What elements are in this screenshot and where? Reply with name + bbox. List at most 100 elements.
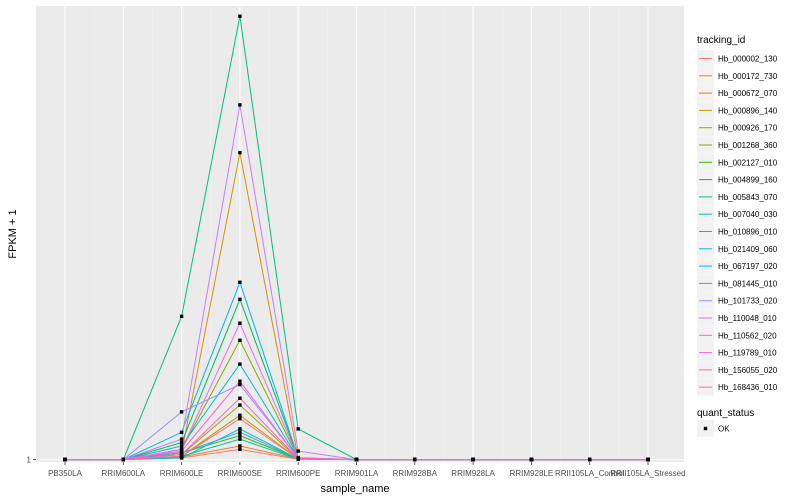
data-point [238, 379, 242, 383]
legend-status-title: quant_status [697, 408, 754, 419]
legend-label: Hb_000896_140 [718, 106, 778, 115]
legend-label: Hb_001268_360 [718, 141, 778, 150]
legend-item: Hb_010896_010 [697, 223, 778, 240]
data-point [413, 457, 417, 462]
legend-title: tracking_id [697, 35, 745, 46]
legend-item: Hb_110048_010 [697, 309, 777, 327]
legend-label: Hb_168436_010 [718, 383, 778, 392]
data-point [238, 444, 242, 448]
x-tick-label: RRIM600LE [160, 469, 204, 478]
legend-label: Hb_110048_010 [718, 314, 777, 323]
data-point [179, 451, 184, 455]
legend-item: Hb_119789_010 [697, 344, 777, 362]
legend-item: Hb_168436_010 [697, 378, 778, 396]
data-point [471, 457, 475, 462]
legend-label: Hb_067197_020 [718, 262, 778, 271]
y-axis-ticks: 1 [27, 456, 36, 465]
legend-item: Hb_005843_070 [697, 188, 778, 206]
legend-item: Hb_101733_020 [697, 292, 778, 310]
data-point [121, 457, 125, 462]
legend-item: Hb_156055_020 [697, 361, 778, 379]
legend-item: Hb_021409_060 [697, 240, 778, 258]
data-point [238, 416, 242, 421]
x-axis-ticks: PB350LA RRIM600LA RRIM600LE RRIM600SE RRIM60… [48, 462, 686, 478]
data-point [238, 437, 242, 441]
data-point [588, 457, 592, 462]
legend-item: Hb_000002_130 [697, 50, 778, 67]
legend-label: Hb_007040_030 [718, 210, 778, 219]
data-point [179, 449, 184, 453]
data-point [179, 437, 184, 441]
data-point [296, 449, 300, 453]
legend-item: Hb_067197_020 [697, 257, 778, 275]
data-point [179, 430, 184, 435]
legend-item: Hb_007040_030 [697, 205, 778, 223]
legend-item: Hb_000672_070 [697, 84, 778, 102]
x-tick-label: RRII105LA_Control [555, 469, 625, 478]
legend-label: Hb_004899_160 [718, 176, 778, 185]
legend-item: Hb_081445_010 [697, 274, 778, 292]
data-point [238, 103, 242, 107]
data-point [238, 321, 242, 325]
data-point [238, 362, 242, 366]
data-point [179, 444, 184, 448]
legend-label: Hb_000926_170 [718, 124, 778, 133]
data-point [179, 452, 184, 457]
legend-item: Hb_004899_160 [697, 171, 778, 189]
legend-item: Hb_001268_360 [697, 136, 778, 154]
legend-label: Hb_005843_070 [718, 193, 778, 202]
x-tick-label: PB350LA [48, 469, 82, 478]
legend-item: Hb_000926_170 [697, 119, 778, 137]
data-point [529, 457, 534, 462]
legend-label: Hb_081445_010 [718, 279, 778, 288]
data-point [238, 382, 242, 387]
legend-label: Hb_110562_020 [718, 331, 777, 340]
data-point [238, 14, 242, 18]
data-point [179, 440, 184, 445]
legend-label: Hb_000172_730 [718, 72, 778, 81]
legend-label: Hb_000672_070 [718, 89, 778, 98]
legend-status-items: OK [697, 420, 730, 437]
data-point [238, 430, 242, 435]
x-tick-label: RRIM600LA [102, 469, 146, 478]
data-point [238, 413, 242, 417]
legend-item: Hb_110562_020 [697, 326, 777, 344]
data-point [238, 427, 242, 431]
y-axis-title: FPKM + 1 [7, 209, 19, 258]
legend-label: Hb_000002_130 [718, 55, 778, 64]
x-tick-label: RRIM928BA [393, 469, 438, 478]
legend-label: Hb_119789_010 [718, 349, 777, 358]
x-tick-label: RRIM901LA [335, 469, 379, 478]
x-tick-label: RRIM600PE [276, 469, 320, 478]
x-tick-label: RRIM928LA [451, 469, 495, 478]
plot-panel [36, 6, 684, 462]
legend-label: Hb_101733_020 [718, 297, 778, 306]
data-point [238, 434, 242, 438]
data-point [238, 447, 242, 452]
data-point [238, 396, 242, 400]
data-point [238, 297, 242, 302]
legend-item: Hb_002127_010 [697, 153, 778, 171]
data-point [296, 427, 300, 431]
legend-items: Hb_000002_130 Hb_000172_730 Hb_000672_070 H… [697, 50, 778, 396]
data-point [238, 280, 242, 284]
legend-item: Hb_000896_140 [697, 101, 778, 119]
legend-status-label: OK [718, 425, 730, 434]
data-point [179, 447, 184, 452]
data-point [646, 457, 650, 462]
legend-item: Hb_000172_730 [697, 67, 778, 85]
data-point [238, 403, 242, 407]
data-point [179, 410, 184, 414]
legend-label: Hb_010896_010 [718, 228, 778, 237]
legend-status-symbol [703, 426, 708, 431]
legend-label: Hb_002127_010 [718, 158, 778, 167]
x-axis-title: sample_name [320, 483, 389, 495]
x-tick-label: RRII105LA_Stressed [610, 469, 685, 478]
legend-label: Hb_156055_020 [718, 366, 778, 375]
data-point [238, 338, 242, 342]
legend-status-item: OK [697, 420, 730, 437]
data-point [179, 314, 184, 319]
y-tick-label: 1 [27, 456, 32, 465]
data-point [179, 456, 184, 460]
